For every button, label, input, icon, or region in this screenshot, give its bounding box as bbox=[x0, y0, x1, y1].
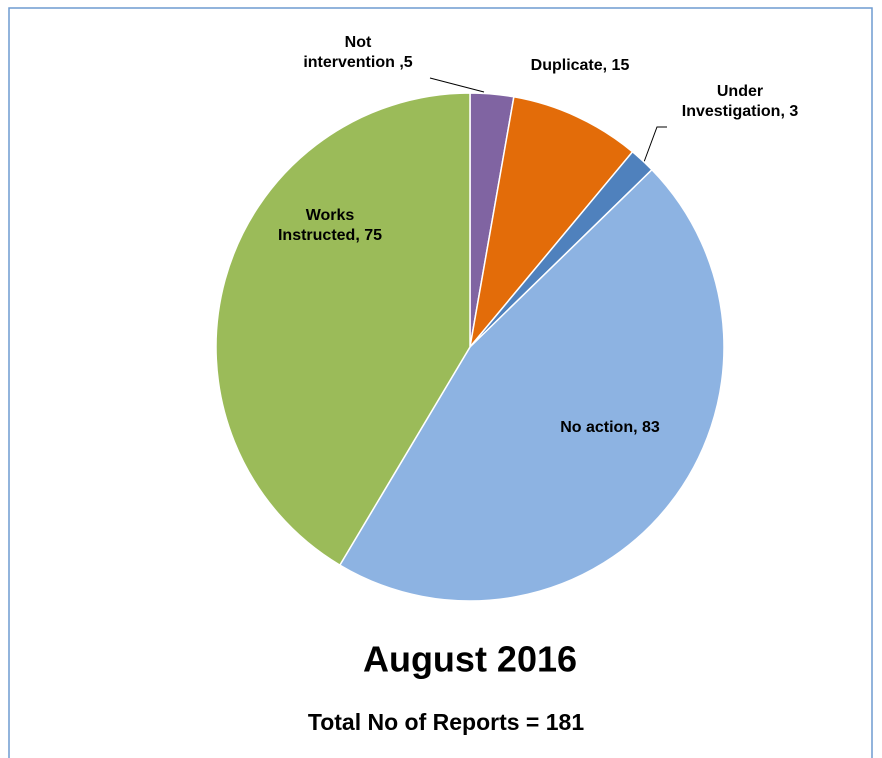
data-label: Not intervention ,5 bbox=[303, 34, 412, 71]
pie-slice bbox=[338, 168, 725, 602]
pie-slice bbox=[215, 92, 471, 567]
chart-subtitle: Total No of Reports = 181 bbox=[308, 709, 584, 735]
chart-title: August 2016 bbox=[363, 639, 577, 680]
data-label: Works Instructed, 75 bbox=[278, 207, 382, 244]
frame bbox=[8, 7, 873, 758]
data-label: No action, 83 bbox=[560, 419, 660, 436]
data-label: Duplicate, 15 bbox=[531, 57, 630, 74]
pie-slice bbox=[468, 95, 634, 350]
data-label: Under Investigation, 3 bbox=[682, 83, 799, 120]
leader-line bbox=[429, 77, 485, 93]
leader-line bbox=[643, 126, 667, 163]
